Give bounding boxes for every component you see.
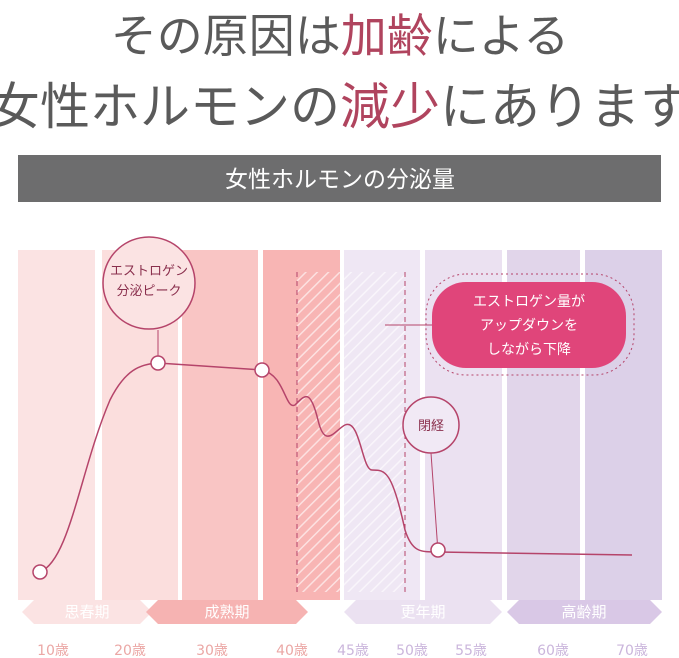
peak-text: エストロゲン [110,264,188,279]
curve [39,362,633,573]
column [182,250,258,600]
age-label: 70歳 [616,643,648,658]
phase-pill [507,600,662,624]
title-line2: 女性ホルモンの減少にあります [0,78,679,136]
age-label: 50歳 [396,643,428,658]
point [32,564,48,580]
age-label: 45歳 [337,643,369,658]
banner [18,155,661,202]
phase-pill [22,600,152,624]
callouts: エストロゲン 分泌ピーク 閉経 エストロゲン量が アップダウンを しながら下降 [102,236,635,553]
peak-bubble [102,236,196,330]
age-label: 30歳 [196,643,228,658]
age-label: 60歳 [537,643,569,658]
point [430,542,446,558]
banner-text: 女性ホルモンの分泌量 [225,167,455,193]
point [150,355,166,371]
title-text: による [433,9,570,63]
ages: 10歳 20歳 30歳 40歳 45歳 50歳 55歳 60歳 70歳 [37,643,648,658]
phase-label: 成熟期 [204,603,249,621]
peak-text: 分泌ピーク [116,284,181,299]
title-highlight: 加齢 [341,9,433,63]
phase-pill [146,600,308,624]
connector [430,452,439,553]
menopause-text: 閉経 [418,419,444,434]
updown-text: エストロゲン量が [473,294,585,310]
age-label: 55歳 [455,643,487,658]
title-line1: その原因は加齢による [111,9,570,63]
hatch [344,272,405,592]
phase-label: 更年期 [400,603,445,621]
dotted-outline [425,273,635,376]
phase-pill [344,600,502,624]
phases: 思春期 成熟期 更年期 高齢期 [22,600,662,624]
phase-label: 思春期 [64,603,109,621]
phase-label: 高齢期 [561,603,606,621]
title-text: その原因は [111,9,341,63]
age-label: 20歳 [114,643,146,658]
point [254,362,270,378]
updown-box [432,282,626,368]
hatch [297,272,340,592]
age-label: 40歳 [276,643,308,658]
menopause-bubble [402,396,460,454]
points [32,355,446,580]
title-highlight: 減少 [340,78,440,136]
title-text: 女性ホルモンの [0,78,340,136]
updown-text: しながら下降 [487,342,571,358]
updown-text: アップダウンを [480,318,578,334]
title-text: にあります [440,78,679,136]
column [18,250,95,600]
age-label: 10歳 [37,643,69,658]
